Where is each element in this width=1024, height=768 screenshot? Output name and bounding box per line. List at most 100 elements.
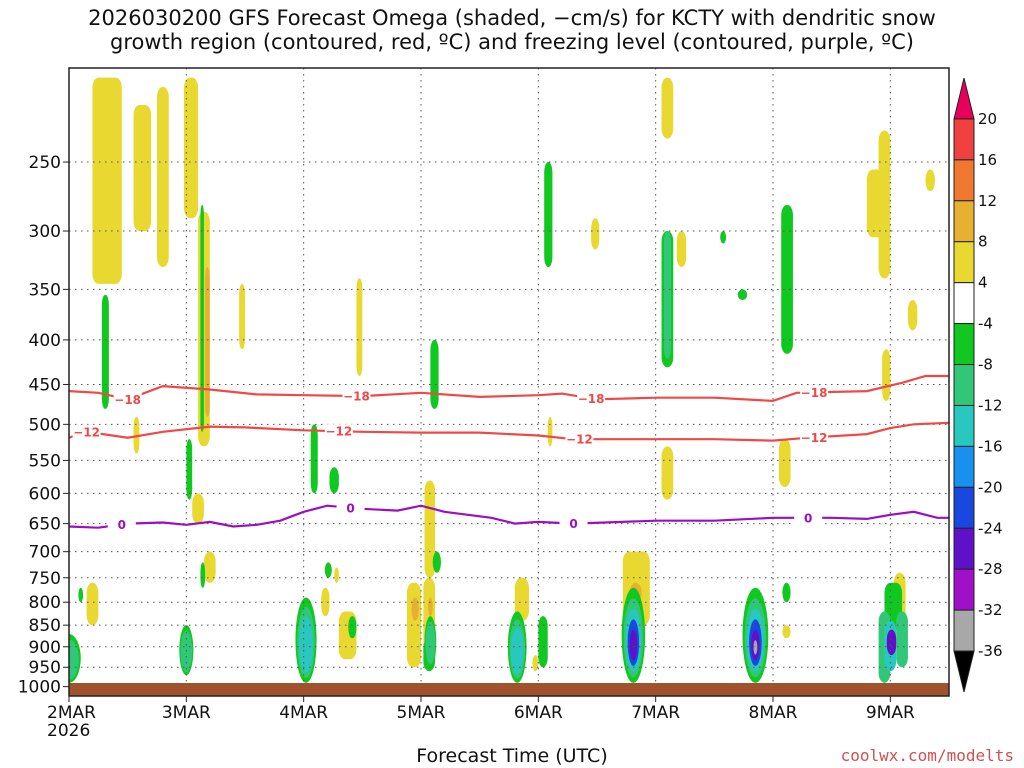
x-tick-label: 4MAR <box>279 703 328 723</box>
colorbar-top-triangle <box>953 77 975 120</box>
omega-region-59 <box>896 611 908 668</box>
omega-region-48 <box>411 597 419 621</box>
y-tick-label: 600 <box>29 484 61 504</box>
omega-region-12 <box>424 480 436 578</box>
omega-region-27 <box>782 625 791 639</box>
y-tick-label: 950 <box>29 658 61 678</box>
omega-region-41 <box>324 562 332 578</box>
y-tick-label: 400 <box>29 331 61 351</box>
colorbar-swatch <box>953 445 975 488</box>
y-tick-label: 650 <box>29 515 61 535</box>
ground-surface <box>69 683 949 696</box>
contour-label-bg <box>324 424 353 439</box>
omega-region-53 <box>514 577 529 621</box>
contour-label-0-1: 0 <box>346 501 354 515</box>
omega-shading <box>69 77 935 683</box>
temperature-contours: −18 −18 −18 −18 −12 −12 −12 −12 0 0 0 0 <box>69 374 949 532</box>
y-tick-label: 300 <box>29 222 61 242</box>
x-tick-label: 2MAR <box>47 703 96 723</box>
omega-region-17 <box>661 77 674 139</box>
colorbar-label: -8 <box>978 356 993 374</box>
y-tick-label: 550 <box>29 451 61 471</box>
omega-region-44 <box>334 567 339 583</box>
contour-label--18-3: −18 <box>801 386 828 400</box>
colorbar-label: -32 <box>978 601 1003 619</box>
contour-label--18-0: −18 <box>114 393 141 407</box>
contour-label-bg <box>336 500 365 515</box>
y-tick-label: 800 <box>29 593 61 613</box>
x-tick-label: 7MAR <box>631 703 680 723</box>
omega-region-23 <box>737 289 748 301</box>
omega-region-55 <box>538 616 548 668</box>
contour-0 <box>69 504 949 529</box>
contour--12 <box>69 421 949 442</box>
omega-region-7 <box>101 294 109 409</box>
contour-label-bg <box>577 391 606 406</box>
omega-region-47 <box>406 582 421 668</box>
contour-label-bg <box>559 516 588 531</box>
y-tick-label: 350 <box>29 280 61 300</box>
omega-region-5 <box>205 267 210 417</box>
x-tick-label: 3MAR <box>162 703 211 723</box>
contour-label-0-0: 0 <box>118 518 126 532</box>
omega-region-26 <box>782 582 791 603</box>
colorbar-label: -12 <box>978 396 1003 414</box>
contour-label-bg <box>107 517 136 532</box>
colorbar-label: -16 <box>978 437 1003 455</box>
colorbar-swatch <box>953 609 975 652</box>
title-line-1: 2026030200 GFS Forecast Omega (shaded, −… <box>88 6 936 30</box>
omega-region-16 <box>591 218 600 250</box>
colorbar-label: -28 <box>978 560 1003 578</box>
omega-region-43 <box>310 424 318 494</box>
omega-region-24 <box>781 204 793 354</box>
y-tick-label: 700 <box>29 543 61 563</box>
omega-region-42 <box>329 467 339 494</box>
omega-region-29 <box>878 130 891 279</box>
colorbar-swatch <box>953 364 975 406</box>
omega-region-37 <box>200 562 206 588</box>
omega-region-38 <box>78 587 84 603</box>
contour-label--12-1: −12 <box>325 425 352 439</box>
omega-core-0-1 <box>69 639 79 680</box>
colorbar: 20 16 12 8 4 -4 -8 -12 -16 -20 -24 -28 -32 -36 <box>953 77 1003 693</box>
y-axis-ticks: 2503003504004505005506006507007508008509… <box>18 153 69 698</box>
colorbar-swatch <box>953 118 975 161</box>
x-tick-label: 6MAR <box>514 703 563 723</box>
y-tick-label: 850 <box>29 616 61 636</box>
omega-region-11 <box>356 278 363 376</box>
omega-region-40 <box>321 587 330 617</box>
y-tick-label: 900 <box>29 638 61 658</box>
omega-region-20 <box>676 231 687 268</box>
omega-region-54 <box>532 655 539 672</box>
plot-frame <box>68 67 950 697</box>
x-axis-label: Forecast Time (UTC) <box>416 745 608 767</box>
x-tick-sublabel: 2026 <box>47 721 90 741</box>
omega-region-31 <box>925 169 935 192</box>
colorbar-swatch <box>953 486 975 529</box>
omega-region-15 <box>547 416 553 447</box>
contour-label--12-2: −12 <box>566 433 593 447</box>
omega-region-14 <box>544 162 553 268</box>
omega-core-2-2 <box>511 627 524 675</box>
contour-label--18-2: −18 <box>578 392 605 406</box>
omega-region-22 <box>720 231 727 244</box>
x-tick-label: 9MAR <box>866 703 915 723</box>
omega-core-5-1 <box>425 621 436 665</box>
contour-label-0-3: 0 <box>804 511 812 525</box>
omega-region-0 <box>92 77 122 284</box>
colorbar-swatch <box>953 568 975 611</box>
y-tick-label: 250 <box>29 153 61 173</box>
colorbar-swatch <box>953 404 975 447</box>
contour-label-bg <box>800 385 829 400</box>
omega-region-34 <box>86 582 99 626</box>
contour--18 <box>69 374 949 403</box>
contour-label--12-3: −12 <box>801 431 828 445</box>
omega-region-6 <box>200 204 204 432</box>
site-credit[interactable]: coolwx.com/modelts <box>840 746 1014 765</box>
omega-core-1-2 <box>299 616 313 673</box>
colorbar-swatch <box>953 200 975 243</box>
colorbar-label: 20 <box>978 110 997 128</box>
x-tick-label: 5MAR <box>397 703 446 723</box>
omega-region-46 <box>348 616 357 639</box>
omega-region-50 <box>428 597 433 617</box>
